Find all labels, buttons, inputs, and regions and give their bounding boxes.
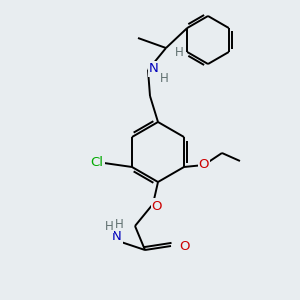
Text: H: H	[115, 218, 123, 230]
Text: H: H	[105, 220, 113, 232]
Text: O: O	[152, 200, 162, 212]
Text: Cl: Cl	[91, 157, 103, 169]
Text: N: N	[149, 62, 159, 76]
Text: N: N	[112, 230, 122, 242]
Text: H: H	[175, 46, 183, 59]
Text: H: H	[160, 71, 168, 85]
Text: O: O	[179, 239, 190, 253]
Text: O: O	[199, 158, 209, 172]
